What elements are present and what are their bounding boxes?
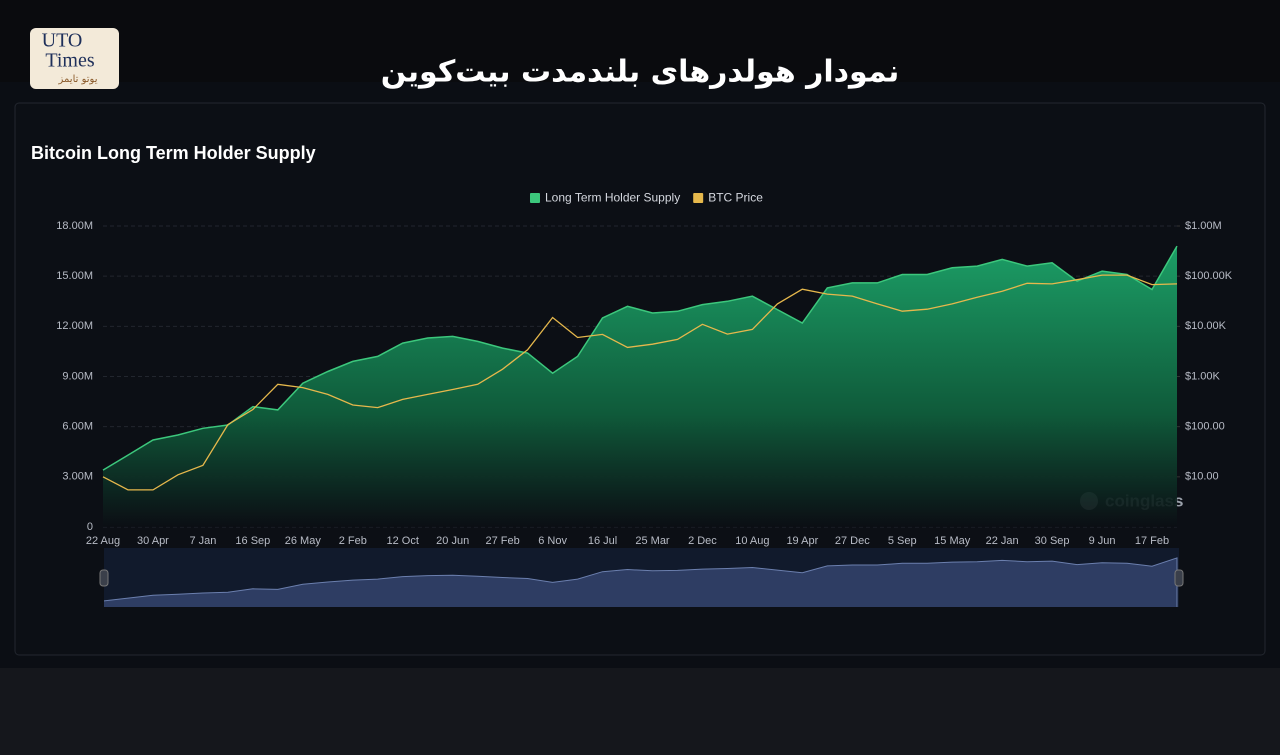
logo — [30, 28, 119, 89]
area-fill — [103, 246, 1177, 527]
y2-tick-label: $100.00 — [1185, 421, 1225, 433]
x-tick-label: 27 Feb — [486, 535, 520, 547]
minimap-handle — [99, 569, 109, 587]
y-tick-label: 12.00M — [56, 320, 93, 332]
minimap-handle — [1174, 569, 1184, 587]
page-title: نمودار هولدرهای بلندمدت بیت‌کوین — [381, 55, 899, 90]
y-tick-label: 18.00M — [56, 220, 93, 232]
x-tick-label: 2 Dec — [688, 535, 717, 547]
logo-text: UTO — [42, 30, 83, 52]
legend-label: BTC Price — [708, 191, 763, 205]
x-tick-label: 22 Jan — [986, 535, 1019, 547]
y2-tick-label: $10.00K — [1185, 320, 1227, 332]
header-band — [0, 0, 1280, 82]
x-tick-label: 16 Jul — [588, 535, 617, 547]
x-tick-label: 30 Apr — [137, 535, 169, 547]
minimap-series — [104, 557, 1178, 607]
y-tick-label: 15.00M — [56, 270, 93, 282]
x-tick-label: 2 Feb — [339, 535, 367, 547]
y2-tick-label: $1.00M — [1185, 220, 1222, 232]
price-line — [102, 274, 1178, 491]
x-tick-label: 26 May — [285, 535, 322, 547]
area-line — [102, 245, 1178, 471]
legend-label: Long Term Holder Supply — [545, 191, 680, 205]
chart-title: Bitcoin Long Term Holder Supply — [31, 143, 316, 163]
y-tick-label: 9.00M — [62, 370, 93, 382]
legend-swatch — [530, 193, 540, 203]
x-tick-label: 6 Nov — [538, 535, 567, 547]
x-tick-label: 10 Aug — [735, 535, 769, 547]
x-tick-label: 7 Jan — [189, 535, 216, 547]
x-tick-label: 20 Jun — [436, 535, 469, 547]
x-tick-label: 9 Jun — [1089, 535, 1116, 547]
y-tick-label: 3.00M — [62, 471, 93, 483]
logo-text: یوتو تایمز — [58, 74, 98, 85]
x-tick-label: 22 Aug — [86, 535, 120, 547]
x-tick-label: 16 Sep — [235, 535, 270, 547]
y2-tick-label: $10.00 — [1185, 471, 1219, 483]
x-tick-label: 19 Apr — [786, 535, 818, 547]
minimap-area — [104, 557, 1178, 607]
y-tick-label: 6.00M — [62, 421, 93, 433]
x-tick-label: 15 May — [934, 535, 971, 547]
x-tick-label: 25 Mar — [635, 535, 670, 547]
y-tick-label: 0 — [87, 521, 93, 533]
x-tick-label: 5 Sep — [888, 535, 917, 547]
logo-text: Times — [45, 50, 95, 72]
x-tick-label: 17 Feb — [1135, 535, 1169, 547]
y2-tick-label: $100.00K — [1185, 270, 1233, 282]
x-tick-label: 12 Oct — [387, 535, 419, 547]
y2-tick-label: $1.00K — [1185, 370, 1221, 382]
legend-swatch — [693, 193, 704, 203]
x-tick-label: 30 Sep — [1035, 535, 1070, 547]
x-tick-label: 27 Dec — [835, 535, 870, 547]
